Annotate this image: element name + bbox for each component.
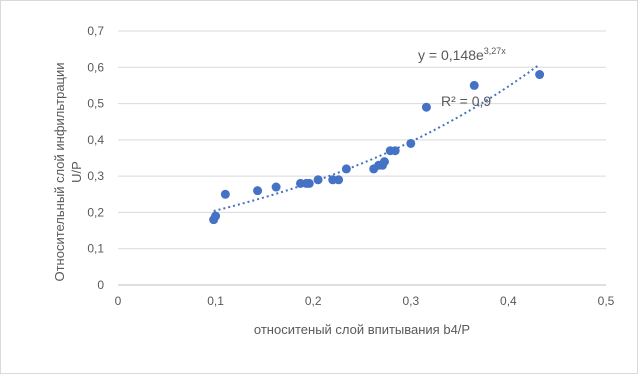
x-axis-ticks: 0 0,1 0,2 0,3 0,4 0,5	[115, 294, 615, 308]
x-tick-label: 0,4	[500, 294, 517, 308]
equation-main: y = 0,148e	[418, 47, 484, 63]
data-point	[390, 146, 400, 156]
data-point	[271, 182, 281, 192]
x-axis-title: относитеный слой впитывания b4/P	[254, 322, 470, 337]
trendline	[213, 63, 541, 212]
y-tick-label: 0,1	[87, 242, 104, 256]
x-tick-label: 0,1	[207, 294, 224, 308]
data-point	[211, 211, 221, 221]
y-axis-ticks: 0 0,1 0,2 0,3 0,4 0,5 0,6 0,7	[87, 24, 104, 292]
data-point	[334, 175, 344, 185]
x-tick-label: 0,5	[598, 294, 615, 308]
y-tick-label: 0,4	[87, 133, 104, 147]
x-tick-label: 0	[115, 294, 122, 308]
data-point	[341, 164, 351, 174]
y-tick-label: 0	[97, 278, 104, 292]
x-tick-label: 0,3	[402, 294, 419, 308]
data-point	[220, 189, 230, 199]
data-point	[535, 70, 545, 80]
y-tick-label: 0,6	[87, 60, 104, 74]
data-point	[379, 157, 389, 167]
r-squared-label: R² = 0,9	[441, 93, 491, 109]
equation-exponent: 3,27x	[484, 46, 507, 56]
y-axis-title-line2: U/P	[69, 161, 84, 183]
y-tick-label: 0,3	[87, 169, 104, 183]
x-tick-label: 0,2	[305, 294, 322, 308]
y-tick-label: 0,7	[87, 24, 104, 38]
y-tick-label: 0,2	[87, 205, 104, 219]
data-point	[313, 175, 323, 185]
data-point	[406, 138, 416, 148]
data-points	[209, 70, 545, 225]
gridlines	[118, 30, 606, 286]
trendline-equation: y = 0,148e3,27x	[418, 46, 506, 63]
y-axis-title-line1: Относительный слой инфильтрации	[52, 62, 67, 281]
data-point	[304, 178, 314, 188]
data-point	[253, 186, 263, 196]
data-point	[421, 102, 431, 112]
data-point	[469, 80, 479, 90]
y-tick-label: 0,5	[87, 97, 104, 111]
